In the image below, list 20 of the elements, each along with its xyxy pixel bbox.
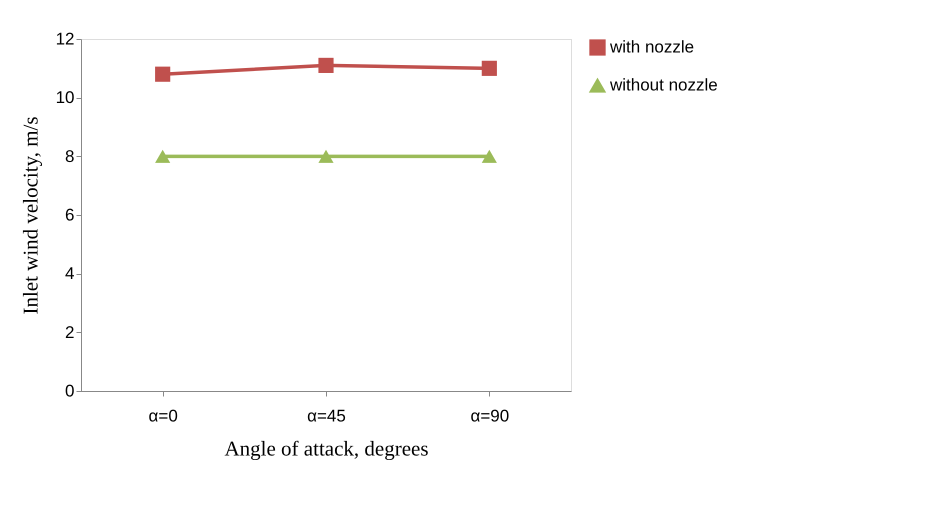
point [155, 66, 170, 82]
y-axis-title: Inlet wind velocity, m/s [18, 116, 43, 315]
y-tick-label: 4 [65, 264, 74, 284]
y-tick-label: 12 [56, 30, 74, 48]
point [482, 60, 497, 76]
point [482, 150, 497, 163]
legend-label: without nozzle [609, 76, 718, 94]
y-tick-label: 10 [56, 88, 74, 108]
x-axis-title: Angle of attack, degrees [224, 436, 429, 460]
y-tick-label: 0 [65, 382, 74, 400]
point [155, 150, 170, 163]
y-tick-label: 2 [65, 322, 74, 342]
x-tick-label: α=45 [307, 406, 346, 426]
y-tick-label: 6 [65, 206, 74, 224]
point [318, 150, 334, 163]
x-tick-label: α=90 [470, 406, 510, 426]
point [318, 58, 334, 73]
legend-label: with nozzle [609, 38, 694, 56]
x-tick-label: α=0 [148, 406, 178, 426]
y-tick-label: 8 [65, 146, 74, 166]
